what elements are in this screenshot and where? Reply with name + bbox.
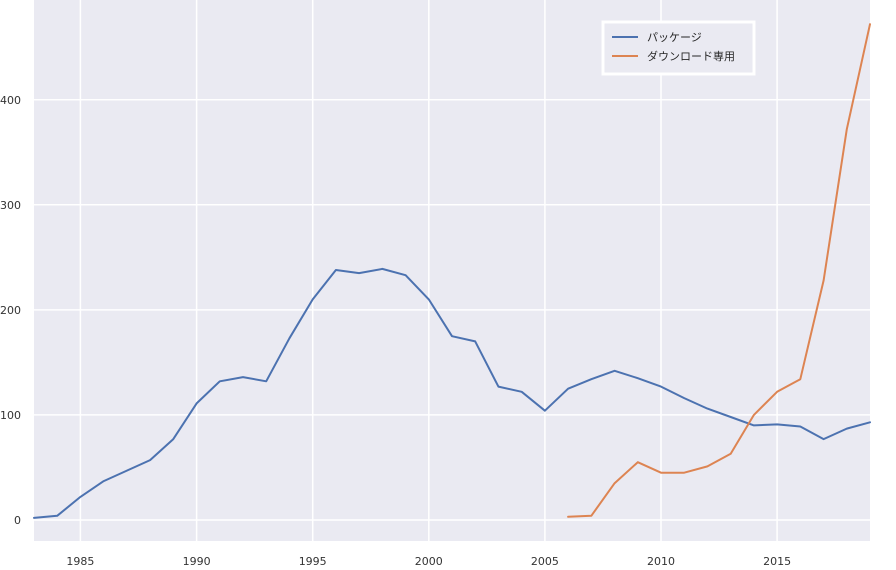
- x-tick-label: 1990: [183, 555, 211, 568]
- x-tick-label: 2005: [531, 555, 559, 568]
- legend: パッケージ ダウンロード専用: [601, 20, 756, 76]
- x-tick-label: 2015: [763, 555, 791, 568]
- x-tick-label: 2000: [415, 555, 443, 568]
- series-line-0: [33, 267, 871, 519]
- x-tick-labels: 1985 1990 1995 2000 2005 2010 2015: [66, 555, 791, 568]
- legend-label-download-only: ダウンロード専用: [647, 49, 735, 63]
- legend-box: [601, 20, 756, 76]
- y-tick-label: 0: [14, 514, 21, 527]
- y-tick-labels: 0 100 200 300 400: [0, 94, 21, 527]
- x-tick-label: 2010: [647, 555, 675, 568]
- grid-lines: [34, 0, 870, 541]
- y-tick-label: 200: [0, 304, 21, 317]
- series-line-1: [567, 23, 871, 518]
- plot-background: [34, 0, 870, 541]
- x-tick-label: 1995: [299, 555, 327, 568]
- series-lines: [33, 23, 871, 519]
- y-tick-label: 400: [0, 94, 21, 107]
- y-tick-label: 100: [0, 409, 21, 422]
- legend-label-package: パッケージ: [647, 31, 702, 44]
- x-tick-label: 1985: [66, 555, 94, 568]
- y-tick-label: 300: [0, 199, 21, 212]
